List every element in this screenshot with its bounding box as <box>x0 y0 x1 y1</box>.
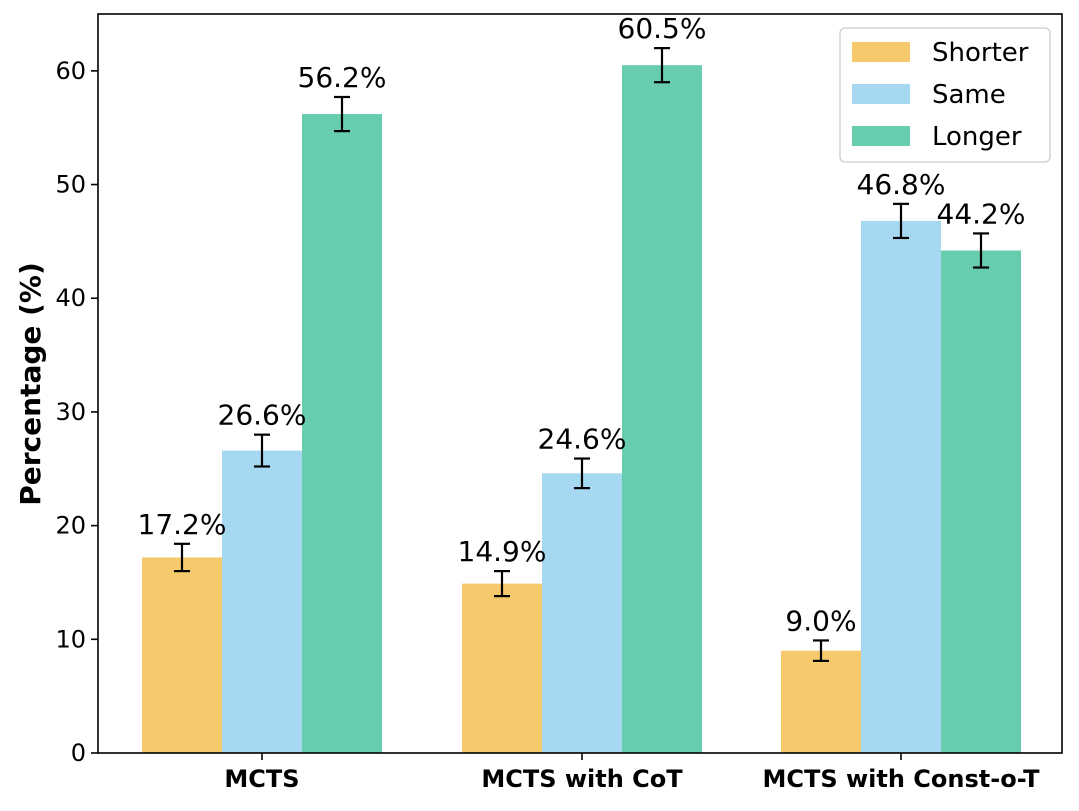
error-bars-layer <box>174 47 989 663</box>
data-label-longer-1: 56.2% <box>298 61 387 94</box>
bar-same-2 <box>542 473 622 753</box>
bar-longer-2 <box>622 65 702 753</box>
x-category-label-2: MCTS with CoT <box>481 765 683 793</box>
bars-layer <box>142 65 1021 754</box>
y-tick-label-0: 0 <box>71 739 86 767</box>
data-label-shorter-3: 9.0% <box>785 604 856 637</box>
y-tick-label-50: 50 <box>55 171 86 199</box>
y-tick-label-10: 10 <box>55 625 86 653</box>
bar-shorter-2 <box>462 583 542 753</box>
bar-longer-3 <box>941 250 1021 754</box>
data-label-longer-3: 44.2% <box>937 197 1026 230</box>
bar-same-1 <box>222 450 302 753</box>
error-bar-shorter-3 <box>813 639 829 663</box>
data-label-shorter-2: 14.9% <box>458 535 547 568</box>
data-label-shorter-1: 17.2% <box>138 508 227 541</box>
axes-layer: 0 10 20 30 40 50 60 MCTS MCTS with CoT MCTS with … <box>55 13 1063 793</box>
data-label-same-1: 26.6% <box>218 399 307 432</box>
error-bar-longer-1 <box>334 95 350 133</box>
bar-same-3 <box>861 220 941 754</box>
y-tick-label-60: 60 <box>55 57 86 85</box>
legend-swatch-longer <box>852 126 910 146</box>
data-label-same-2: 24.6% <box>538 423 627 456</box>
error-bar-longer-2 <box>654 47 670 84</box>
error-bar-same-1 <box>254 433 270 468</box>
y-tick-label-30: 30 <box>55 398 86 426</box>
error-bar-same-2 <box>574 457 590 490</box>
data-label-same-3: 46.8% <box>857 168 946 201</box>
x-category-label-1: MCTS <box>224 765 299 793</box>
legend-label-longer: Longer <box>932 122 1022 152</box>
data-labels-layer: 17.2% 14.9% 9.0% 26.6% 24.6% 46.8% 56.2% 60.5% 4… <box>138 12 1026 637</box>
data-label-longer-2: 60.5% <box>618 12 707 45</box>
legend: Shorter Same Longer <box>839 27 1051 163</box>
y-axis-title: Percentage (%) <box>14 262 47 506</box>
bar-shorter-3 <box>781 650 861 753</box>
legend-swatch-shorter <box>852 42 910 62</box>
error-bar-longer-3 <box>973 232 989 269</box>
error-bar-same-3 <box>893 202 909 240</box>
error-bar-shorter-2 <box>494 569 510 598</box>
y-tick-label-40: 40 <box>55 284 86 312</box>
error-bar-shorter-1 <box>174 542 190 573</box>
legend-label-same: Same <box>932 80 1006 110</box>
x-category-label-3: MCTS with Const-o-T <box>762 765 1040 793</box>
bar-longer-1 <box>302 114 382 753</box>
legend-swatch-same <box>852 84 910 104</box>
bar-shorter-1 <box>142 557 222 753</box>
plot-frame <box>97 13 1063 754</box>
legend-label-shorter: Shorter <box>932 38 1029 68</box>
y-tick-label-20: 20 <box>55 512 86 540</box>
